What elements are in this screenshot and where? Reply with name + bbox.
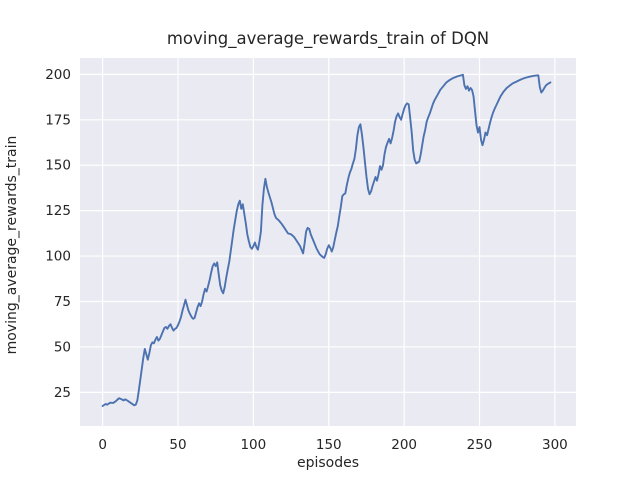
y-tick-label: 150: [45, 158, 71, 174]
y-tick-label: 125: [45, 203, 71, 219]
y-tick-label: 200: [45, 67, 71, 83]
y-tick-label: 50: [54, 339, 71, 355]
x-tick-label: 300: [542, 437, 568, 453]
y-axis-label: moving_average_rewards_train: [4, 135, 20, 355]
gridlines: [80, 58, 576, 426]
y-tick-label: 175: [45, 112, 71, 128]
x-tick-label: 150: [316, 437, 342, 453]
x-tick-label: 200: [391, 437, 417, 453]
x-tick-label: 0: [98, 437, 107, 453]
chart-title: moving_average_rewards_train of DQN: [166, 29, 490, 48]
x-axis-label: episodes: [296, 455, 360, 471]
x-tick-label: 250: [467, 437, 493, 453]
x-tick-label: 100: [240, 437, 266, 453]
series-line: [101, 73, 552, 407]
x-tick-label: 50: [169, 437, 186, 453]
y-tick-label: 25: [54, 385, 71, 401]
plot-area: [80, 58, 576, 426]
y-tick-labels: 25 50 75 100 125 150 175 200: [45, 67, 71, 401]
y-tick-label: 100: [45, 249, 71, 265]
reward-line: [101, 73, 552, 407]
x-tick-labels: 0 50 100 150 200 250 300: [98, 437, 567, 453]
y-tick-label: 75: [54, 294, 71, 310]
